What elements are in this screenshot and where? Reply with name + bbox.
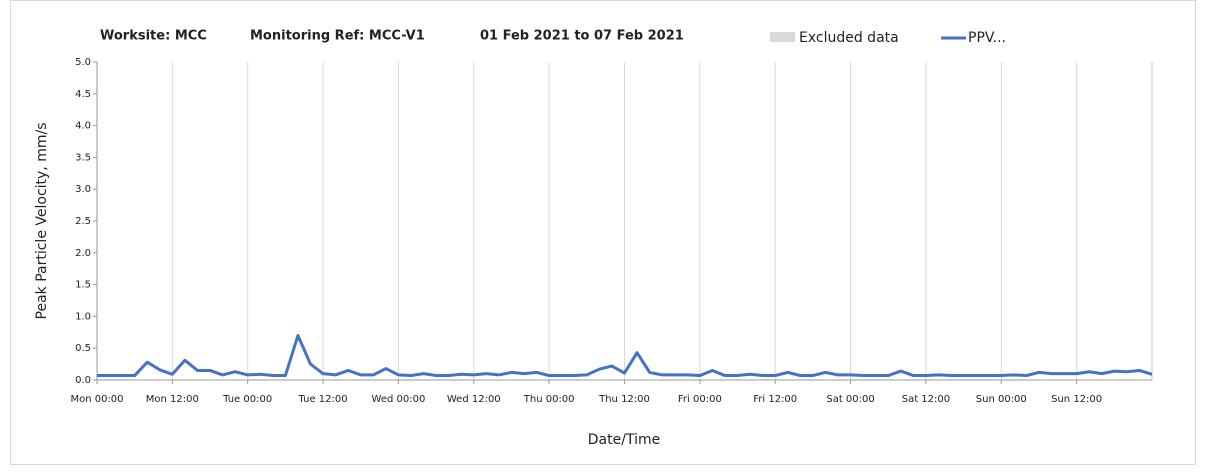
y-tick-label: 0.5 — [75, 343, 91, 354]
legend-swatch — [770, 32, 795, 42]
x-tick-label: Fri 00:00 — [678, 394, 722, 405]
legend-label: PPV... — [968, 30, 1006, 46]
x-tick-label: Thu 12:00 — [598, 394, 650, 405]
chart-frame — [10, 0, 1196, 465]
x-tick-label: Sun 00:00 — [976, 394, 1027, 405]
x-tick-label: Sat 12:00 — [902, 394, 950, 405]
x-tick-label: Tue 00:00 — [222, 394, 272, 405]
y-tick-label: 4.5 — [75, 89, 91, 100]
x-tick-label: Tue 12:00 — [298, 394, 348, 405]
y-tick-label: 4.0 — [75, 121, 91, 132]
y-tick-label: 5.0 — [75, 57, 91, 68]
x-tick-label: Thu 00:00 — [523, 394, 575, 405]
legend-label: Excluded data — [799, 30, 899, 46]
y-tick-label: 0.0 — [75, 375, 91, 386]
x-tick-label: Sun 12:00 — [1051, 394, 1102, 405]
x-tick-label: Fri 12:00 — [753, 394, 797, 405]
data-line — [97, 333, 1153, 378]
chart-title: Worksite: MCC — [100, 29, 207, 44]
y-axis-label: Peak Particle Velocity, mm/s — [34, 123, 50, 320]
x-axis-label: Date/Time — [588, 432, 660, 448]
y-tick-label: 3.5 — [75, 152, 91, 163]
y-tick-label: 1.5 — [75, 280, 91, 291]
chart-subtitle: Monitoring Ref: MCC-V1 — [250, 29, 425, 44]
x-tick-label: Mon 00:00 — [70, 394, 123, 405]
y-tick-label: 2.5 — [75, 216, 91, 227]
x-tick-label: Wed 00:00 — [372, 394, 426, 405]
y-tick-label: 3.0 — [75, 184, 91, 195]
x-tick-label: Mon 12:00 — [146, 394, 199, 405]
x-tick-label: Sat 00:00 — [826, 394, 874, 405]
date-range: 01 Feb 2021 to 07 Feb 2021 — [480, 29, 684, 44]
x-tick-label: Wed 12:00 — [447, 394, 501, 405]
y-tick-label: 2.0 — [75, 248, 91, 259]
y-tick-label: 1.0 — [75, 311, 91, 322]
